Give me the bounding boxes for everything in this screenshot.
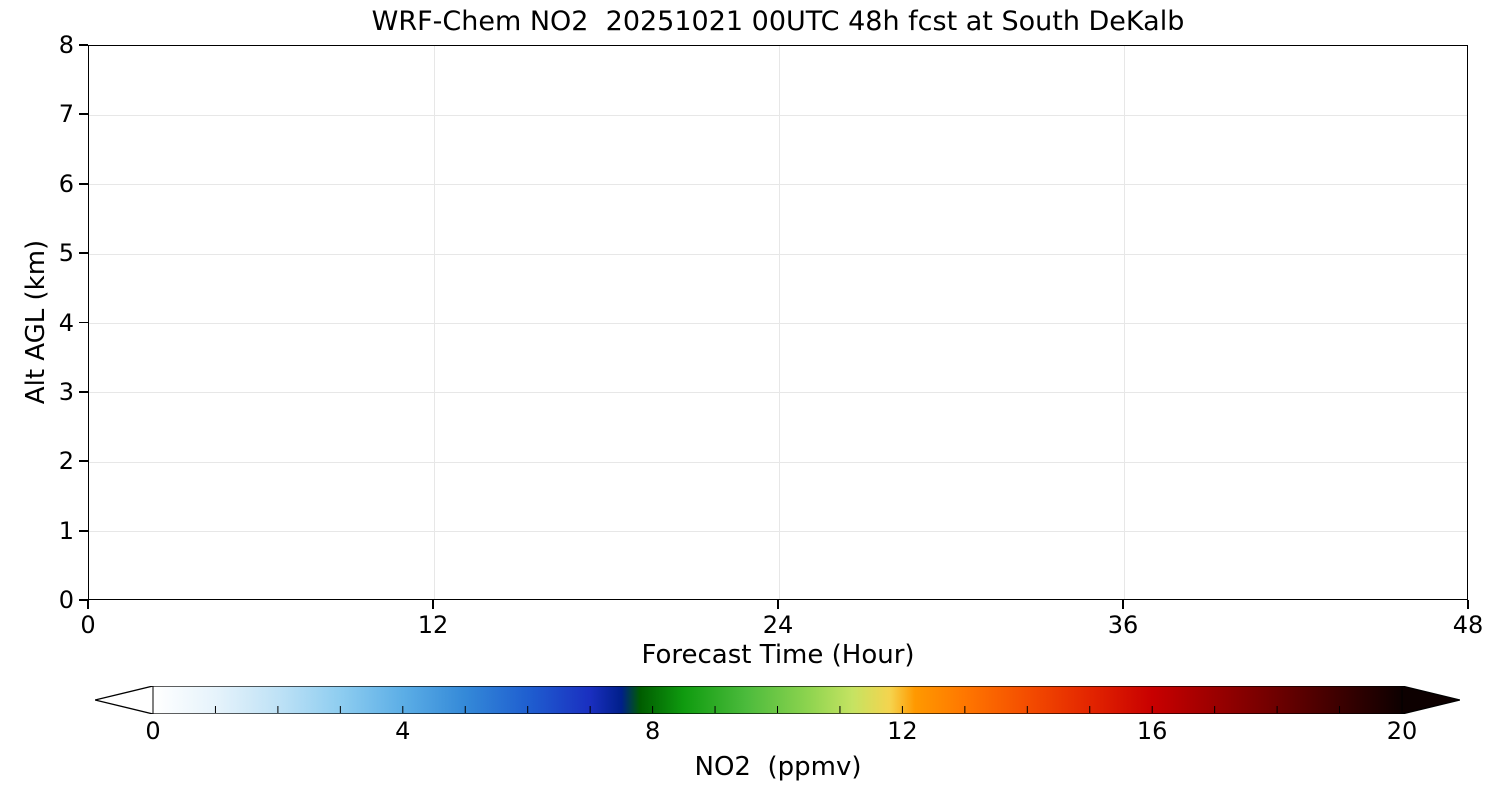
x-tick-label: 24 [762,611,794,639]
y-tick-label: 4 [58,308,74,337]
grid-line-vertical [778,46,780,599]
grid-line-vertical [1123,46,1125,599]
colorbar-gradient-shape [95,686,1460,714]
y-tick-label: 3 [58,377,74,406]
grid-line-horizontal [89,184,1467,186]
y-tick [79,252,88,255]
grid-line-vertical [433,46,435,599]
y-tick-label: 8 [58,31,74,59]
y-tick-label: 1 [58,516,74,545]
y-tick [79,113,88,116]
colorbar [95,686,1460,714]
x-axis-label: Forecast Time (Hour) [641,640,915,670]
x-tick [1467,600,1469,609]
colorbar-tick-label: 16 [1136,717,1168,745]
grid-line-horizontal [89,323,1467,324]
x-tick [1122,600,1124,609]
y-tick-label: 7 [58,100,74,129]
y-tick [79,599,88,601]
grid-line-horizontal [89,114,1467,116]
x-tick [87,600,89,609]
x-tick-label: 48 [1452,611,1484,639]
grid-line-horizontal [89,253,1467,255]
x-tick [777,600,779,609]
x-tick-label: 0 [80,611,96,639]
grid-line-horizontal [89,531,1467,533]
y-tick [79,182,88,185]
colorbar-label: NO2 (ppmv) [694,752,862,782]
y-tick [79,321,88,324]
y-tick [79,44,88,46]
grid-line-horizontal [89,392,1467,394]
x-tick-label: 12 [417,611,449,639]
y-tick [79,390,88,393]
y-tick-label: 6 [58,169,74,198]
x-tick-label: 36 [1107,611,1139,639]
y-tick [79,529,88,532]
y-tick [79,460,88,463]
y-tick-label: 2 [58,447,74,476]
grid-line-horizontal [89,461,1467,463]
x-tick [432,600,434,609]
colorbar-tick-label: 0 [145,717,161,745]
plot-area [88,45,1468,600]
chart-title: WRF-Chem NO2 20251021 00UTC 48h fcst at … [371,6,1185,37]
y-tick-label: 5 [58,239,74,268]
y-tick-label: 0 [58,586,74,614]
colorbar-tick-label: 8 [644,717,661,745]
colorbar-tick-label: 20 [1386,717,1418,745]
colorbar-tick-label: 12 [887,717,918,745]
colorbar-tick-label: 4 [395,717,411,745]
